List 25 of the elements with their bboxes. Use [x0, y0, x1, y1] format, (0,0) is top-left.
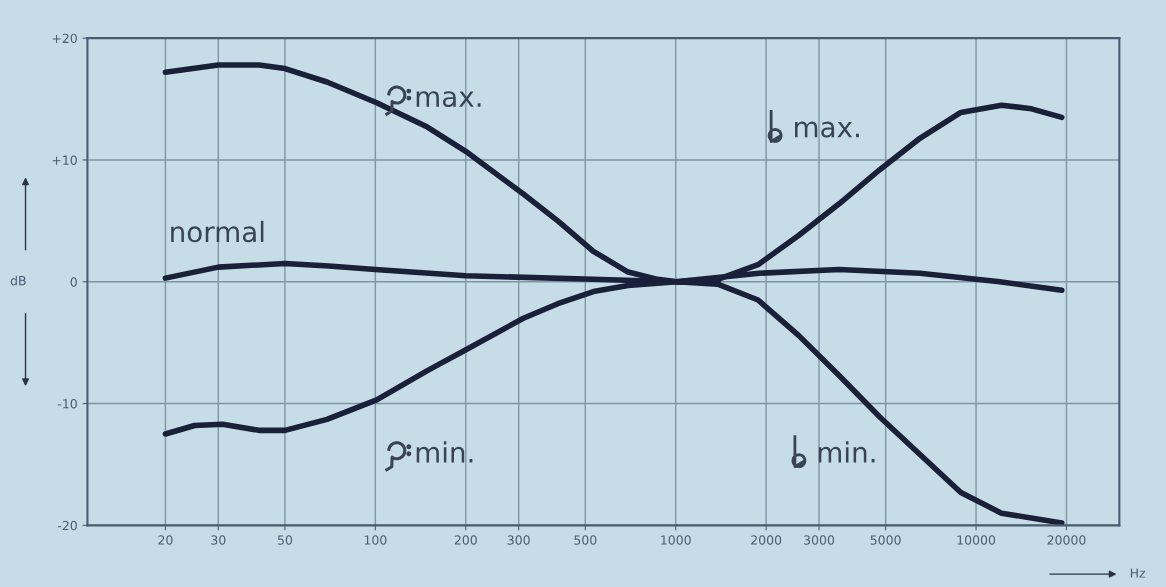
x-tick-label: 30 [211, 535, 226, 545]
x-tick-label: 300 [507, 535, 530, 545]
y-tick-label: +20 [52, 33, 77, 44]
x-tick-label: 200 [454, 535, 477, 545]
y-tick-label: 0 [70, 277, 77, 287]
series-label: max. [795, 121, 859, 138]
x-tick-label: 100 [364, 535, 387, 545]
y-tick-label: +10 [52, 155, 77, 165]
y-axis-title: dB [10, 275, 26, 286]
x-tick-label: 50 [277, 535, 293, 545]
text: min. [416, 441, 473, 463]
x-axis-title: Hz [1130, 568, 1146, 578]
series-label: max. [416, 91, 481, 108]
x-tick-label: 20000 [1047, 535, 1086, 545]
x-tick-label: 1000 [661, 535, 691, 545]
y-tick-label: -10 [57, 399, 77, 409]
x-tick-label: 20 [158, 535, 173, 545]
x-tick-label: 5000 [870, 535, 901, 545]
series-label: normal [171, 220, 264, 243]
x-tick-label: 3000 [804, 535, 835, 545]
x-tick-label: 500 [574, 535, 597, 545]
series-label: min. [818, 441, 875, 463]
x-tick-label: 10000 [957, 535, 996, 545]
y-tick-label: -20 [57, 520, 77, 531]
x-tick-label: 2000 [751, 535, 782, 545]
